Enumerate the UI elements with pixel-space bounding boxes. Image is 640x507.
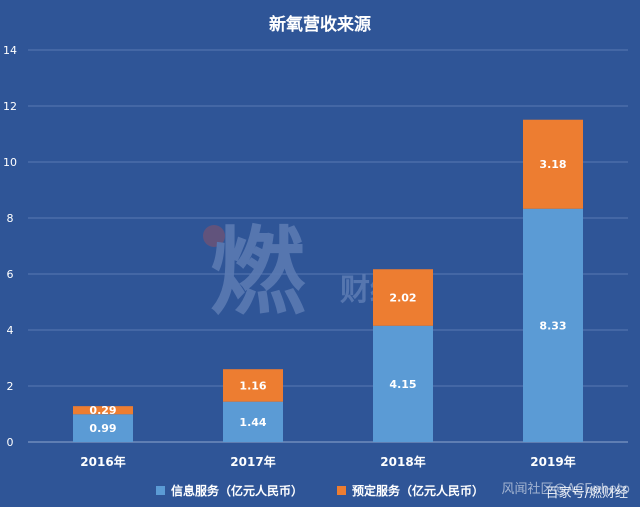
legend-label-info-service: 信息服务（亿元人民币） — [170, 483, 303, 498]
bar-booking-service — [223, 369, 283, 402]
legend-swatch-booking-service — [337, 485, 346, 495]
bar-info-service — [373, 325, 433, 442]
watermark-big-char: 燃 — [210, 218, 306, 328]
data-label-booking-service: 1.16 — [239, 379, 266, 392]
y-tick-label: 0 — [7, 436, 14, 449]
y-tick-label: 2 — [7, 380, 14, 393]
watermark-logo: 燃 财经 — [203, 218, 400, 328]
y-tick-label: 8 — [7, 212, 14, 225]
x-tick-label: 2019年 — [530, 454, 575, 469]
legend-item-info-service[interactable]: 信息服务（亿元人民币） — [155, 480, 303, 500]
bar-info-service — [73, 414, 133, 442]
x-tick-label: 2018年 — [380, 454, 425, 469]
bar-booking-service — [523, 119, 583, 209]
y-tick-label: 4 — [7, 324, 14, 337]
y-tick-label: 10 — [3, 156, 17, 169]
x-tick-label: 2016年 — [80, 454, 125, 469]
legend-label-booking-service: 预定服务（亿元人民币） — [352, 483, 485, 498]
data-label-booking-service: 0.29 — [89, 404, 116, 417]
y-tick-label: 12 — [3, 100, 17, 113]
data-label-info-service: 1.44 — [239, 416, 266, 429]
data-label-info-service: 0.99 — [89, 422, 116, 435]
legend-item-booking-service[interactable]: 预定服务（亿元人民币） — [337, 480, 484, 500]
watermark-credit-b: 百家号/燃财经 — [545, 486, 628, 501]
watermark-dot — [203, 225, 225, 247]
y-tick-label: 14 — [3, 44, 17, 57]
chart-title: 新氧营收来源 — [269, 14, 371, 35]
y-axis-ticks: 0 2 4 6 8 10 12 14 — [3, 44, 17, 449]
legend-swatch-info-service — [155, 485, 165, 495]
legend: 信息服务（亿元人民币） 预定服务（亿元人民币） — [0, 480, 640, 500]
data-labels: 0.99 0.29 1.44 1.16 4.15 2.02 8.33 3.18 — [89, 158, 566, 435]
data-label-info-service: 4.15 — [389, 378, 416, 391]
data-label-booking-service: 2.02 — [389, 292, 416, 305]
y-tick-label: 6 — [7, 268, 14, 281]
data-label-booking-service: 3.18 — [539, 158, 566, 171]
bar-info-service — [523, 208, 583, 442]
x-tick-label: 2017年 — [230, 454, 275, 469]
bar-info-service — [223, 401, 283, 442]
watermark-credit-a: 风闻社区@ACEphoto — [501, 482, 630, 497]
data-label-info-service: 8.33 — [539, 319, 566, 332]
bar-booking-service — [373, 269, 433, 326]
bar-booking-service — [73, 406, 133, 415]
x-axis-ticks: 2016年 2017年 2018年 2019年 — [80, 454, 575, 469]
bars — [73, 119, 583, 442]
